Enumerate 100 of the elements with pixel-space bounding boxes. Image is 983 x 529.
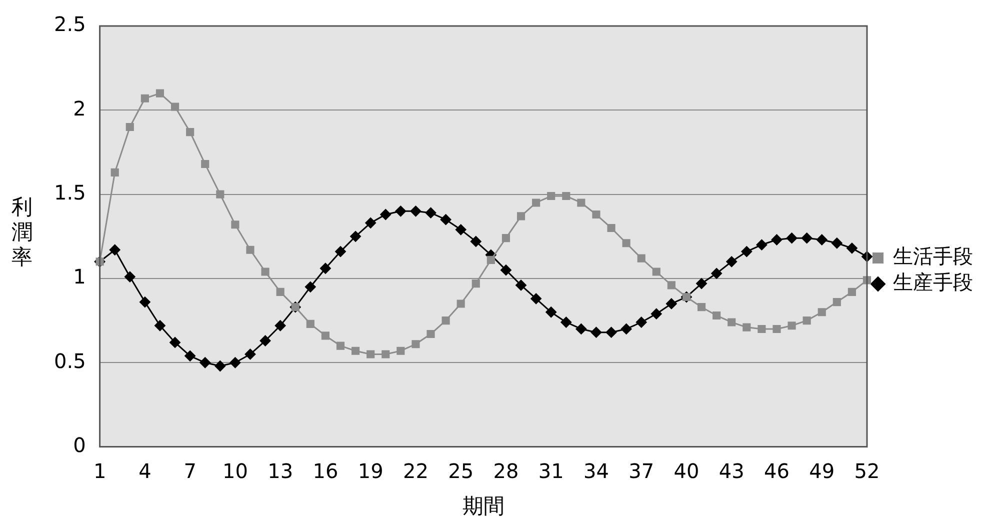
point	[530, 293, 542, 304]
point	[382, 350, 390, 358]
point	[154, 320, 166, 332]
point	[592, 210, 600, 219]
x-tick-label: 7	[184, 459, 196, 484]
point	[440, 214, 452, 226]
point	[712, 311, 721, 320]
point	[788, 322, 796, 330]
point	[261, 268, 270, 276]
point	[395, 206, 406, 217]
point	[652, 268, 660, 276]
point	[546, 306, 557, 318]
point	[170, 102, 180, 111]
x-tick-label: 25	[448, 459, 474, 484]
point	[697, 303, 706, 312]
point	[260, 335, 271, 346]
y-tick-label: 1.5	[54, 180, 86, 205]
point	[818, 308, 826, 316]
point	[410, 206, 422, 217]
x-tick-label: 10	[222, 459, 248, 484]
x-tick-label: 40	[674, 459, 700, 484]
x-tick-label: 19	[358, 459, 384, 484]
point	[170, 336, 181, 348]
y-tick-label: 0.5	[54, 348, 86, 373]
point	[156, 89, 164, 98]
point	[109, 244, 120, 256]
point	[711, 268, 722, 279]
point	[650, 308, 662, 320]
point	[126, 122, 134, 132]
legend-label: 生産手段	[893, 270, 973, 294]
point	[140, 94, 149, 102]
point	[200, 357, 211, 368]
point	[230, 357, 241, 368]
y-tick-label: 1	[73, 264, 86, 289]
point	[607, 224, 616, 232]
x-tick-label: 52	[854, 459, 880, 484]
point	[306, 320, 314, 328]
x-tick-label: 28	[493, 459, 519, 484]
x-tick-label: 31	[538, 459, 564, 484]
point	[396, 346, 405, 355]
point	[214, 360, 226, 372]
point	[231, 220, 240, 229]
point	[577, 198, 586, 207]
point	[786, 232, 798, 244]
point	[456, 300, 465, 308]
point	[516, 280, 527, 291]
x-tick-label: 16	[312, 459, 338, 484]
point	[336, 342, 345, 350]
point	[350, 230, 362, 242]
point	[110, 168, 119, 176]
point	[758, 324, 766, 334]
x-tick-label: 4	[138, 459, 152, 484]
point	[756, 239, 768, 250]
point	[321, 332, 330, 340]
point	[696, 278, 708, 290]
y-tick-label: 0	[73, 433, 86, 458]
point	[728, 318, 736, 326]
point	[622, 239, 630, 248]
point	[124, 271, 136, 282]
point	[832, 298, 841, 306]
x-tick-label: 49	[809, 459, 835, 484]
point	[772, 324, 781, 334]
point	[246, 246, 254, 254]
point	[667, 281, 676, 290]
point	[486, 256, 495, 264]
point	[455, 224, 466, 236]
point	[139, 296, 150, 308]
point	[846, 242, 858, 254]
point	[532, 198, 540, 207]
point	[742, 323, 751, 332]
point	[304, 281, 316, 292]
point	[186, 128, 194, 136]
point	[848, 288, 856, 296]
point	[380, 209, 392, 220]
point	[816, 234, 828, 246]
point	[472, 279, 480, 288]
point	[801, 232, 812, 244]
x-tick-label: 37	[628, 459, 654, 484]
y-axis-title: 利潤率	[10, 195, 34, 270]
point	[184, 350, 196, 362]
point	[560, 316, 572, 328]
point	[442, 316, 450, 325]
point	[352, 346, 360, 355]
point	[216, 190, 224, 198]
point	[831, 238, 842, 249]
point	[244, 348, 256, 360]
point	[637, 254, 646, 262]
point	[274, 320, 286, 332]
point	[590, 326, 602, 338]
point	[276, 288, 284, 296]
point	[426, 330, 435, 338]
point	[334, 246, 346, 258]
point	[500, 264, 512, 276]
point	[666, 298, 677, 310]
point	[741, 246, 752, 258]
point	[201, 160, 210, 168]
point	[366, 350, 375, 358]
y-tick-label: 2.5	[54, 12, 86, 36]
point	[365, 217, 376, 228]
x-tick-label: 13	[268, 459, 294, 484]
